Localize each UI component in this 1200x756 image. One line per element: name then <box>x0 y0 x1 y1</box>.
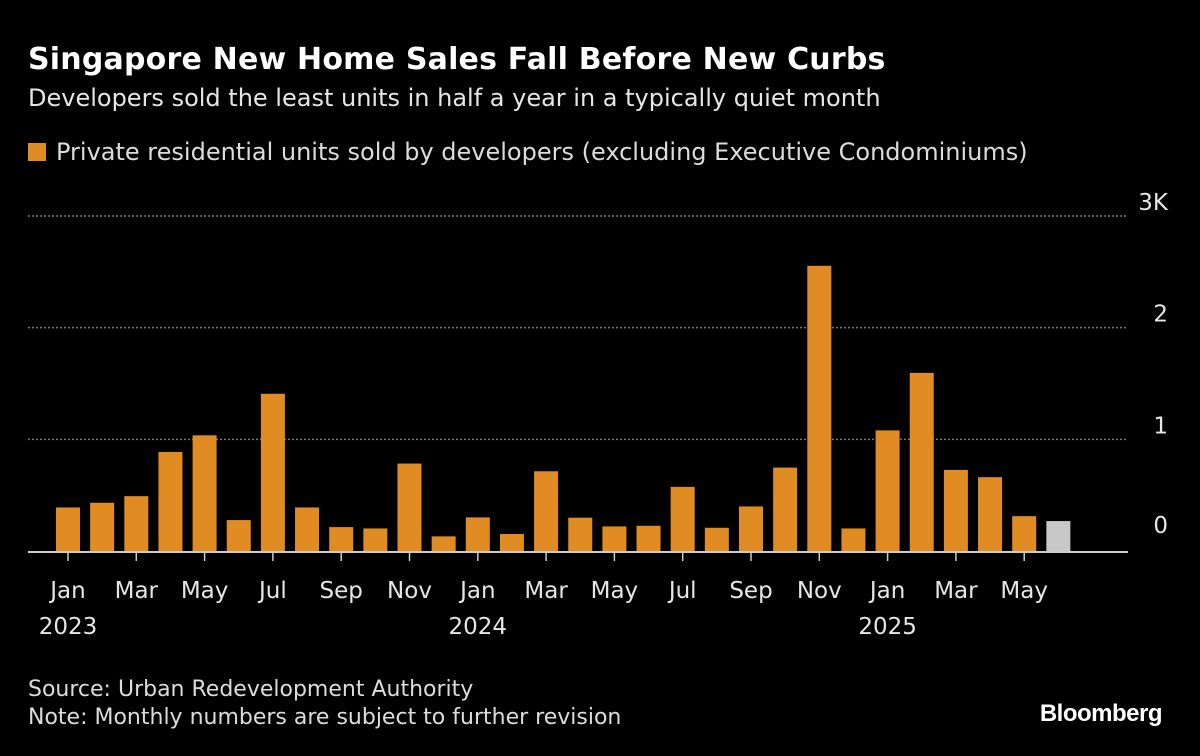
bar-feb-2025 <box>909 372 934 551</box>
bar-may-2024 <box>602 526 627 551</box>
chart-title: Singapore New Home Sales Fall Before New… <box>28 42 886 77</box>
bar-feb-2023 <box>90 502 115 551</box>
chart-subtitle: Developers sold the least units in half … <box>28 84 881 112</box>
bar-aug-2024 <box>704 527 729 551</box>
bar-jul-2024 <box>670 486 695 551</box>
x-tick-label: Mar <box>115 578 159 604</box>
bar-jan-2023 <box>56 507 80 551</box>
bar-may-2023 <box>192 435 217 551</box>
x-year-label: 2025 <box>858 614 917 640</box>
bar-jun-2024 <box>636 525 661 551</box>
bar-dec-2024 <box>841 528 866 551</box>
bar-may-2025 <box>1012 516 1037 551</box>
bar-aug-2023 <box>295 507 320 551</box>
bar-mar-2023 <box>124 496 149 551</box>
x-tick-label: Jan <box>868 578 905 604</box>
bar-mar-2025 <box>943 469 968 551</box>
legend-label: Private residential units sold by develo… <box>56 138 1028 166</box>
bar-oct-2023 <box>363 528 388 551</box>
x-tick-label: Nov <box>797 578 842 604</box>
x-tick-label: Jan <box>458 578 495 604</box>
bar-jun-2023 <box>226 520 251 551</box>
legend-swatch <box>28 143 46 161</box>
x-tick-label: Mar <box>934 578 978 604</box>
y-tick-label: 1 <box>1153 413 1168 439</box>
source-note: Source: Urban Redevelopment Authority <box>28 677 474 702</box>
x-tick-label: May <box>181 578 229 604</box>
x-tick-label: Jul <box>257 578 287 604</box>
bar-apr-2024 <box>568 517 593 551</box>
x-tick-label: Nov <box>387 578 432 604</box>
bar-apr-2025 <box>978 477 1003 551</box>
legend: Private residential units sold by develo… <box>28 138 1028 166</box>
y-tick-label: 2 <box>1153 302 1168 328</box>
y-tick-label: 3K <box>1138 190 1169 216</box>
x-tick-label: Sep <box>729 578 772 604</box>
x-tick-label: Sep <box>320 578 363 604</box>
bar-sep-2023 <box>329 527 354 551</box>
x-tick-label: Jan <box>48 578 85 604</box>
bar-jan-2024 <box>465 517 490 551</box>
bar-sep-2024 <box>739 506 763 551</box>
bar-nov-2023 <box>397 463 422 551</box>
bar-nov-2024 <box>807 265 832 551</box>
bloomberg-logo: Bloomberg <box>1039 700 1163 727</box>
x-tick-label: Jul <box>667 578 697 604</box>
x-tick-label: Mar <box>524 578 568 604</box>
bar-jan-2025 <box>875 430 900 551</box>
bar-jun-2025 <box>1046 521 1071 551</box>
bar-dec-2023 <box>431 536 456 551</box>
bar-jul-2023 <box>260 393 285 551</box>
y-tick-label: 0 <box>1153 513 1168 539</box>
bar-feb-2024 <box>499 534 524 551</box>
x-tick-label: May <box>1000 578 1048 604</box>
x-year-label: 2023 <box>39 614 98 640</box>
x-year-label: 2024 <box>449 614 508 640</box>
x-tick-label: May <box>591 578 639 604</box>
bar-mar-2024 <box>534 471 559 551</box>
bar-oct-2024 <box>773 467 798 551</box>
revision-note: Note: Monthly numbers are subject to fur… <box>28 705 622 730</box>
bar-apr-2023 <box>158 451 183 551</box>
